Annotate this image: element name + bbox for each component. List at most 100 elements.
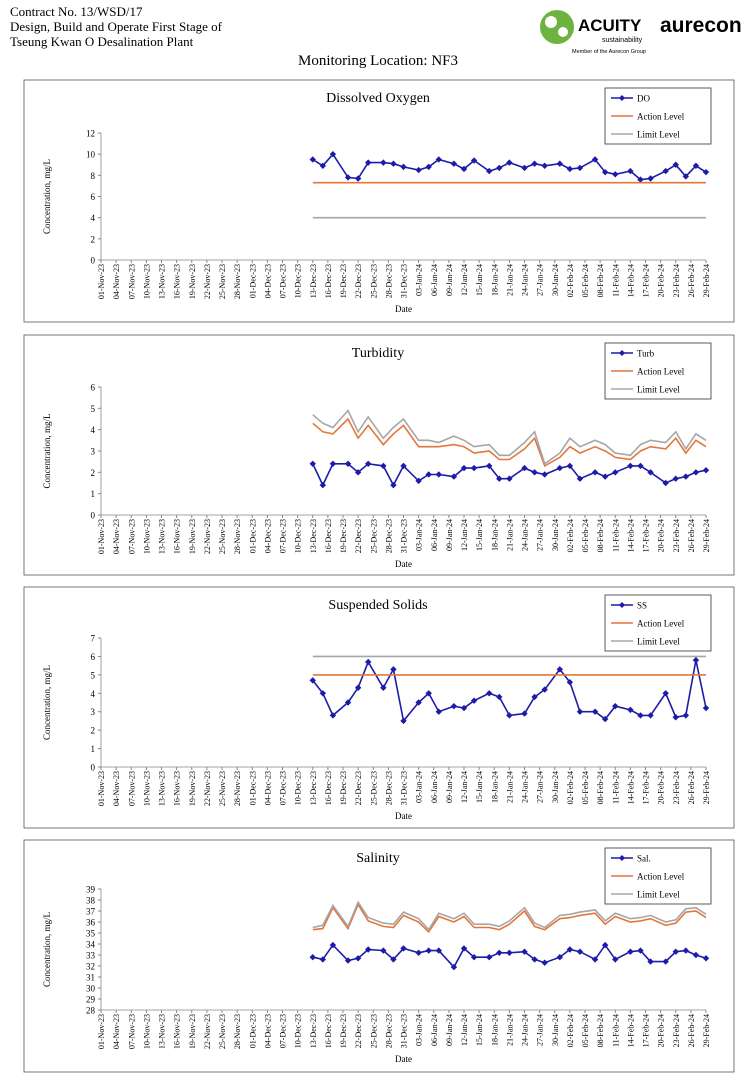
y-tick-label: 37 <box>86 907 96 917</box>
data-point <box>521 948 528 955</box>
data-point <box>415 166 422 174</box>
data-point <box>365 658 372 666</box>
data-point <box>541 162 548 170</box>
y-tick-label: 31 <box>86 973 95 983</box>
y-tick-label: 36 <box>86 918 96 928</box>
y-tick-label: 0 <box>91 511 96 521</box>
x-tick-label: 19-Dec-23 <box>339 1014 348 1048</box>
y-tick-label: 12 <box>86 129 95 139</box>
x-tick-label: 22-Nov-23 <box>203 519 212 554</box>
x-tick-label: 24-Jan-24 <box>521 519 530 551</box>
data-point <box>566 679 574 686</box>
data-point <box>556 160 563 167</box>
data-point <box>415 477 422 485</box>
x-tick-label: 02-Feb-24 <box>566 1014 575 1047</box>
data-point <box>662 167 669 175</box>
data-point <box>612 702 619 710</box>
data-point <box>702 168 710 176</box>
data-point <box>425 471 432 478</box>
data-point <box>682 947 690 954</box>
x-tick-label: 13-Dec-23 <box>309 264 318 298</box>
data-point <box>647 958 654 965</box>
legend-marker <box>619 95 625 101</box>
x-tick-label: 25-Nov-23 <box>218 771 227 806</box>
x-tick-label: 28-Dec-23 <box>384 771 393 805</box>
data-point <box>309 460 316 467</box>
x-tick-label: 19-Nov-23 <box>188 771 197 806</box>
logo-dot <box>558 27 568 37</box>
legend-label: Limit Level <box>637 130 680 140</box>
x-tick-label: 01-Dec-23 <box>248 1014 257 1048</box>
x-tick-label: 22-Nov-23 <box>203 1014 212 1049</box>
x-tick-label: 20-Feb-24 <box>657 264 666 297</box>
data-point <box>637 176 644 183</box>
y-tick-label: 6 <box>91 383 96 393</box>
x-tick-label: 09-Jan-24 <box>445 771 454 803</box>
x-tick-label: 07-Nov-23 <box>127 519 136 554</box>
x-tick-label: 31-Dec-23 <box>400 264 409 298</box>
x-tick-label: 22-Dec-23 <box>354 771 363 805</box>
x-tick-label: 04-Dec-23 <box>263 264 272 298</box>
data-point <box>380 462 387 470</box>
x-tick-label: 27-Jan-24 <box>536 264 545 296</box>
y-tick-label: 0 <box>91 763 96 773</box>
legend-marker <box>619 602 625 608</box>
data-point <box>601 473 609 480</box>
x-tick-label: 07-Dec-23 <box>279 519 288 553</box>
x-tick-label: 21-Jan-24 <box>505 1014 514 1046</box>
data-point <box>672 948 679 955</box>
data-point <box>647 469 654 476</box>
data-point <box>460 165 468 173</box>
x-tick-label: 19-Nov-23 <box>188 519 197 554</box>
y-tick-label: 6 <box>91 652 96 662</box>
x-tick-label: 17-Feb-24 <box>642 1014 651 1047</box>
data-point <box>435 156 442 163</box>
x-tick-label: 22-Nov-23 <box>203 771 212 806</box>
data-point <box>329 712 337 719</box>
y-tick-label: 2 <box>91 234 96 244</box>
data-point <box>486 462 493 470</box>
y-tick-label: 2 <box>91 468 96 478</box>
series-line <box>312 417 707 468</box>
y-tick-label: 0 <box>91 256 96 266</box>
x-tick-label: 04-Dec-23 <box>263 1014 272 1048</box>
data-point <box>329 460 337 467</box>
data-point <box>521 464 528 472</box>
x-tick-label: 02-Feb-24 <box>566 519 575 552</box>
x-tick-label: 04-Nov-23 <box>112 771 121 806</box>
x-tick-label: 15-Jan-24 <box>475 771 484 803</box>
data-point <box>576 164 584 172</box>
x-tick-label: 01-Nov-23 <box>97 1014 106 1049</box>
x-tick-label: 10-Dec-23 <box>294 264 303 298</box>
x-tick-label: 05-Feb-24 <box>581 771 590 804</box>
x-tick-label: 14-Feb-24 <box>626 519 635 552</box>
x-tick-label: 12-Jan-24 <box>460 519 469 551</box>
data-point <box>344 174 352 181</box>
data-point <box>450 702 458 710</box>
x-tick-label: 15-Jan-24 <box>475 519 484 551</box>
acuity-logo: ACUITY sustainability Member of the Aure… <box>540 10 646 55</box>
data-point <box>380 684 387 691</box>
x-tick-label: 13-Nov-23 <box>158 519 167 554</box>
data-point <box>566 462 574 470</box>
data-point <box>400 945 407 952</box>
data-point <box>344 460 352 467</box>
x-tick-label: 04-Nov-23 <box>112 264 121 299</box>
legend-label: Action Level <box>637 872 685 882</box>
logo-circle <box>540 10 574 44</box>
x-tick-label: 11-Feb-24 <box>611 1014 620 1047</box>
data-point <box>591 156 599 163</box>
data-point <box>309 156 316 163</box>
y-tick-label: 34 <box>86 940 96 950</box>
x-tick-label: 24-Jan-24 <box>521 1014 530 1046</box>
data-point <box>556 666 563 673</box>
chart-title: Suspended Solids <box>328 598 427 613</box>
x-tick-label: 27-Jan-24 <box>536 771 545 803</box>
data-point <box>556 954 563 961</box>
x-tick-label: 13-Nov-23 <box>158 264 167 299</box>
data-point <box>647 175 654 182</box>
x-tick-label: 03-Jan-24 <box>415 519 424 551</box>
data-point <box>692 469 700 476</box>
x-tick-label: 13-Dec-23 <box>309 519 318 553</box>
